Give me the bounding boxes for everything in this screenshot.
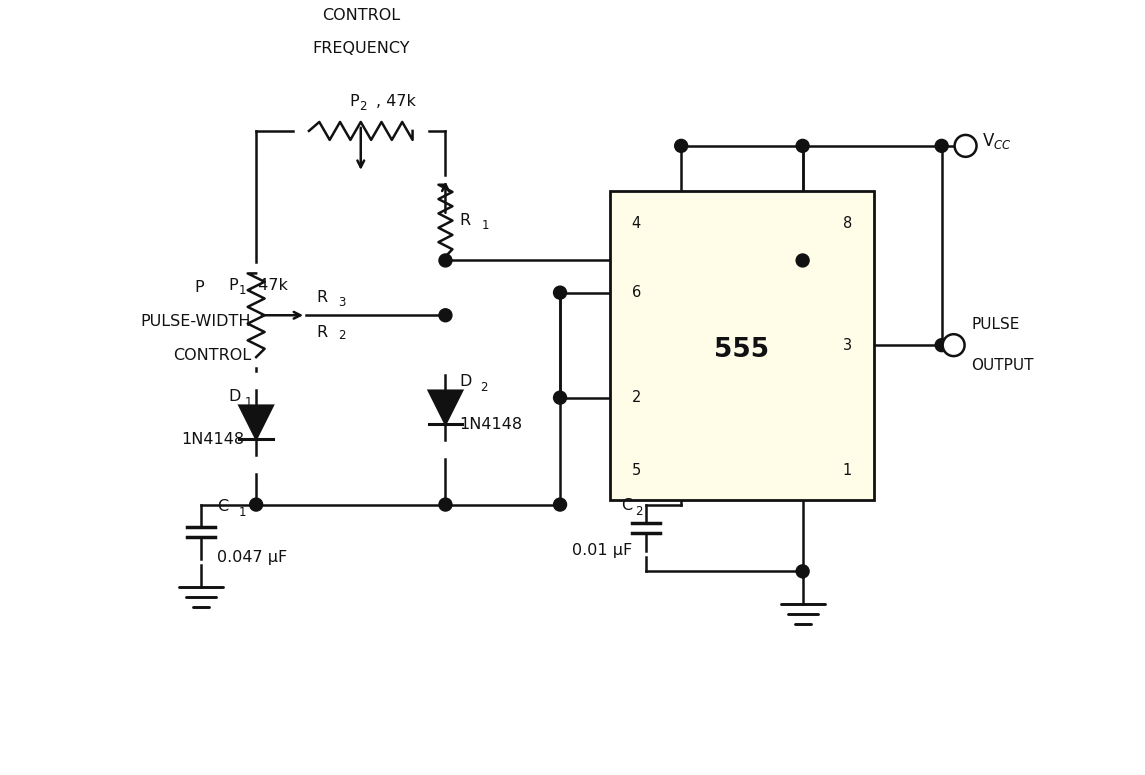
Text: 4: 4 <box>632 215 641 231</box>
Circle shape <box>955 135 977 157</box>
Text: 1N4148: 1N4148 <box>459 418 522 432</box>
Text: 1: 1 <box>245 397 252 409</box>
Text: 1: 1 <box>843 463 852 477</box>
Text: C: C <box>622 498 632 513</box>
Circle shape <box>796 140 810 153</box>
Circle shape <box>250 498 262 511</box>
Text: 2: 2 <box>338 329 346 343</box>
Text: 3: 3 <box>338 296 346 309</box>
Text: 1: 1 <box>481 219 489 232</box>
Text: 555: 555 <box>714 337 769 363</box>
Text: CONTROL: CONTROL <box>173 348 251 363</box>
Text: FREQUENCY: FREQUENCY <box>311 41 410 57</box>
Text: V$_{CC}$: V$_{CC}$ <box>981 131 1011 151</box>
Text: 2: 2 <box>358 100 366 113</box>
Circle shape <box>935 339 948 352</box>
Circle shape <box>942 334 964 356</box>
Text: 5: 5 <box>632 463 641 477</box>
Text: 2: 2 <box>634 505 642 518</box>
Text: D: D <box>229 390 242 405</box>
Text: PULSE: PULSE <box>972 317 1020 332</box>
Text: 1: 1 <box>238 506 246 519</box>
Text: D: D <box>459 374 472 390</box>
Text: , 47k: , 47k <box>376 94 416 109</box>
Text: , 47k: , 47k <box>248 278 289 293</box>
Text: CONTROL: CONTROL <box>322 9 400 23</box>
Text: 0.01 μF: 0.01 μF <box>572 543 632 558</box>
Text: C: C <box>218 499 228 514</box>
Bar <box>610 191 874 500</box>
Text: 6: 6 <box>632 285 641 300</box>
Text: R: R <box>316 326 327 340</box>
Text: P: P <box>195 280 204 294</box>
Circle shape <box>935 140 948 153</box>
Text: R: R <box>316 291 327 305</box>
Text: 8: 8 <box>843 215 852 231</box>
Circle shape <box>553 498 567 511</box>
Text: R: R <box>459 213 471 228</box>
Polygon shape <box>428 391 463 425</box>
Text: 0.047 μF: 0.047 μF <box>218 550 287 565</box>
Circle shape <box>796 565 810 578</box>
Polygon shape <box>239 405 273 439</box>
Circle shape <box>439 308 452 322</box>
Text: 2: 2 <box>481 381 488 394</box>
Circle shape <box>439 254 452 267</box>
Text: OUTPUT: OUTPUT <box>972 358 1034 373</box>
Text: 2: 2 <box>632 390 641 405</box>
Circle shape <box>796 254 810 267</box>
Text: P: P <box>349 94 358 109</box>
Text: PULSE-WIDTH: PULSE-WIDTH <box>141 314 251 329</box>
Text: 1N4148: 1N4148 <box>181 432 244 447</box>
Text: 1: 1 <box>238 284 246 297</box>
Text: 3: 3 <box>843 338 852 353</box>
Circle shape <box>439 498 452 511</box>
Text: P: P <box>229 278 238 293</box>
Circle shape <box>553 286 567 299</box>
Circle shape <box>674 140 688 153</box>
Circle shape <box>553 391 567 404</box>
